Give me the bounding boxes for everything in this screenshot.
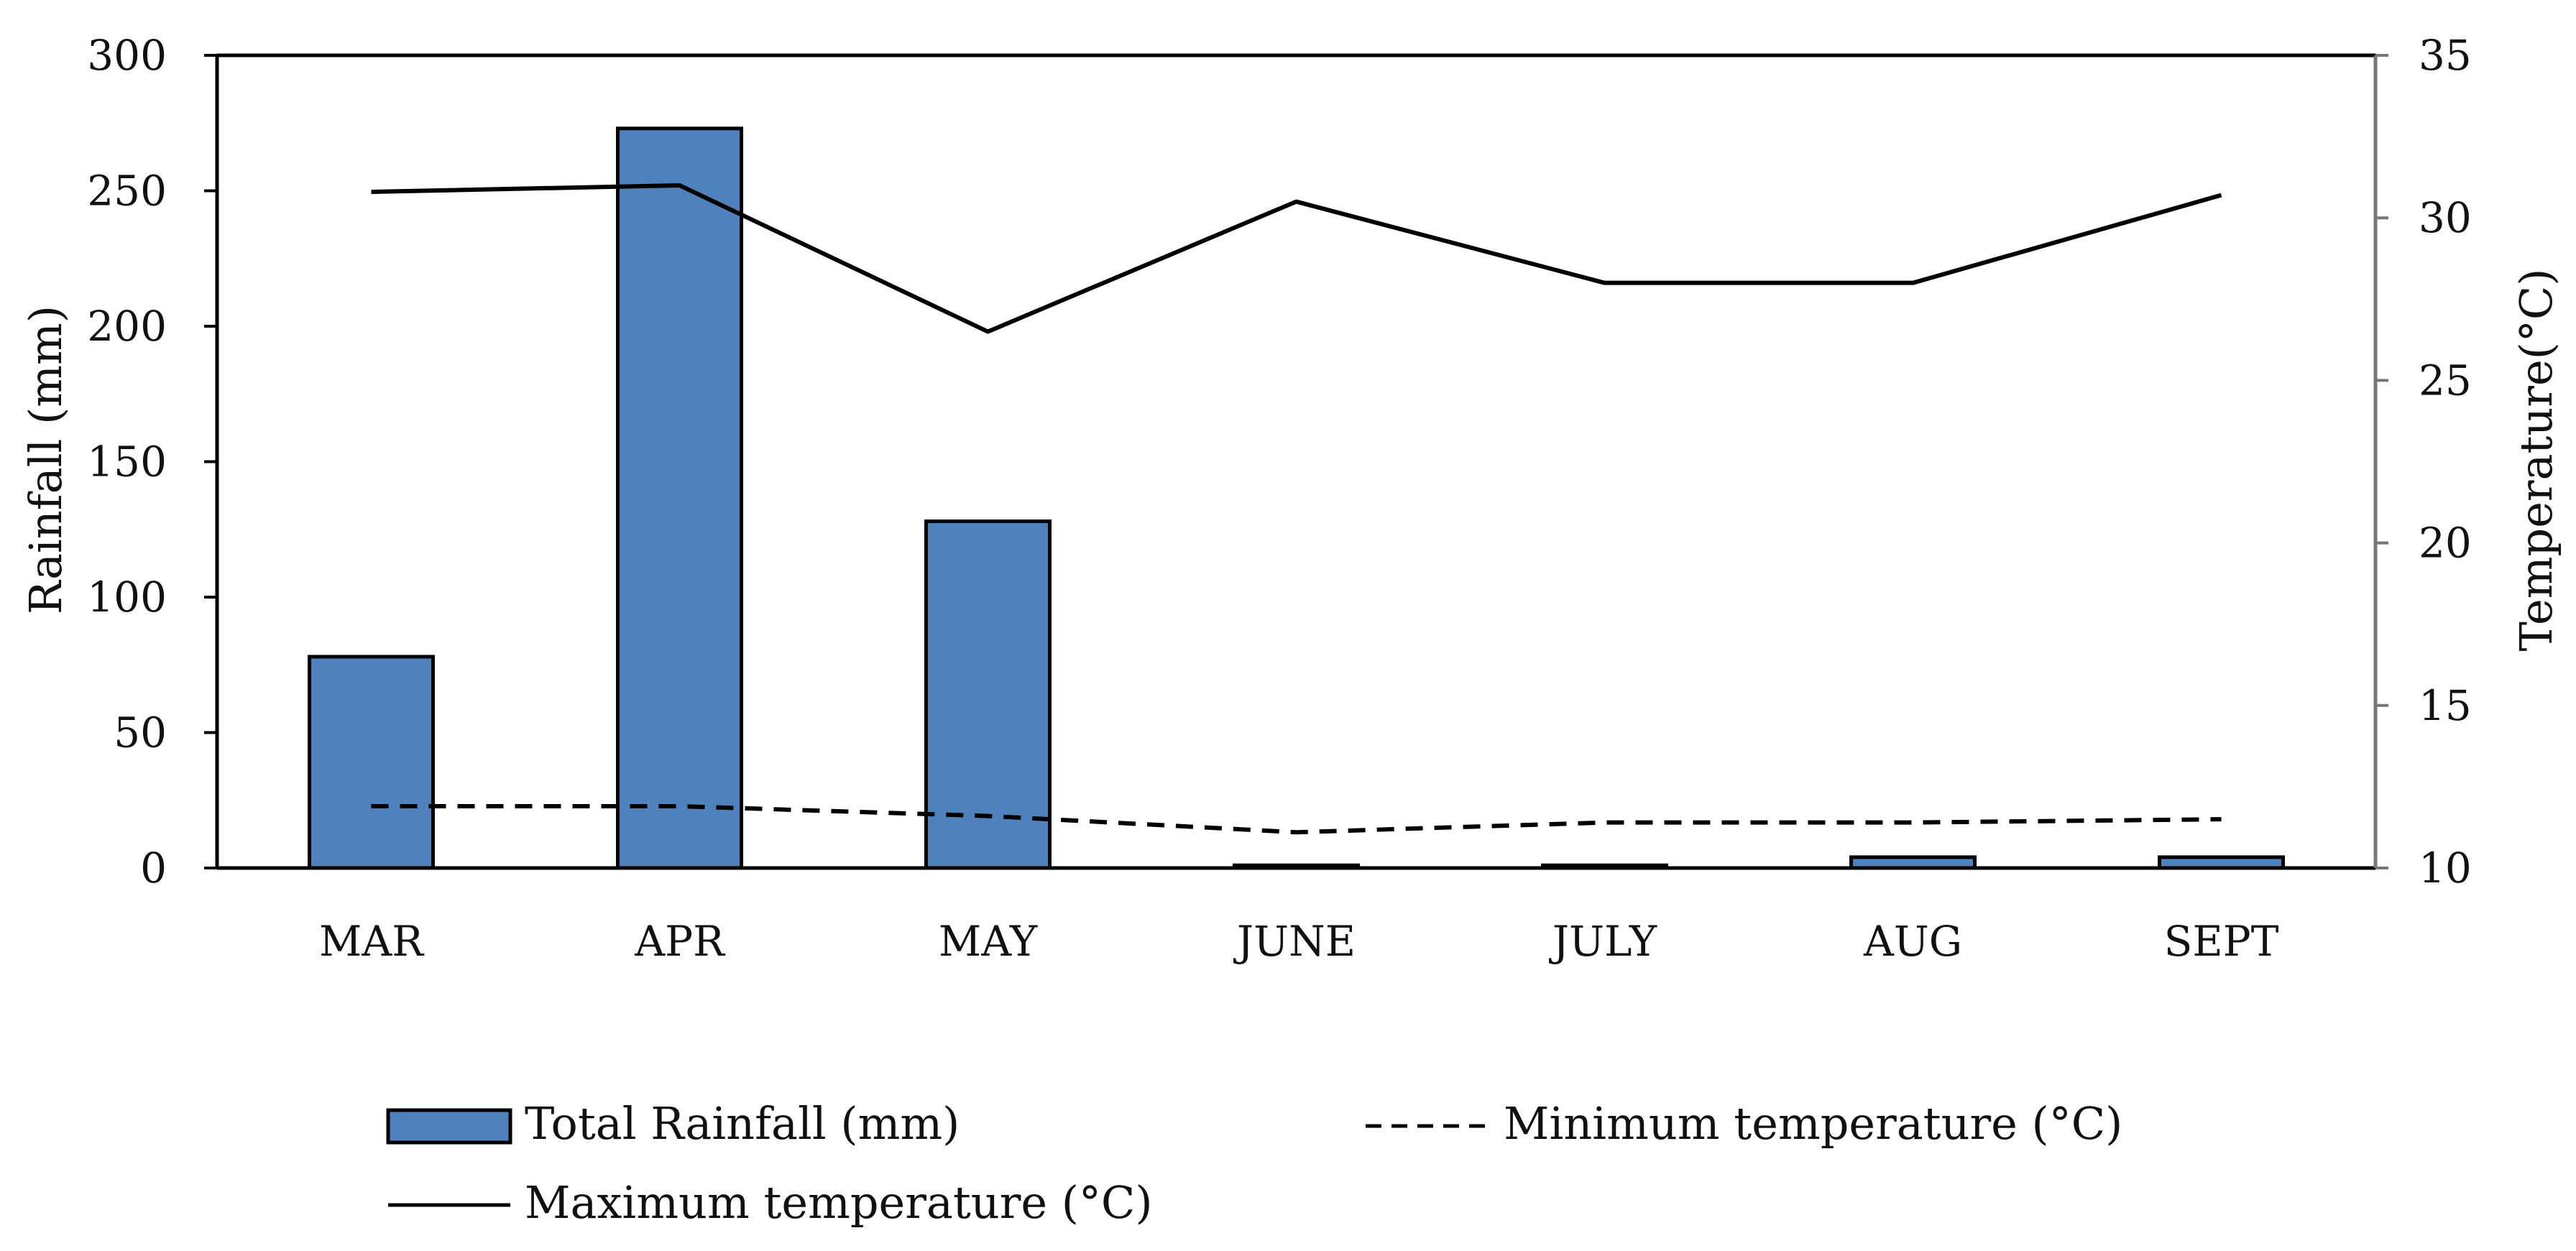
right-tick-label-35: 35 <box>2419 31 2472 80</box>
max-temp-line <box>371 183 2222 334</box>
left-tick-label-200: 200 <box>87 302 167 351</box>
rainfall-bar-mar <box>308 655 435 870</box>
left-tick-label-100: 100 <box>87 573 167 622</box>
min-temp-line <box>371 804 2222 835</box>
axis-layer: 0 50 100 150 200 250 300 10 15 20 25 30 35 MAR APR MAY J… <box>87 31 2472 966</box>
right-tick-label-10: 10 <box>2419 844 2472 892</box>
left-tick-label-50: 50 <box>114 708 167 757</box>
x-tick-label-aug: AUG <box>1863 917 1962 966</box>
left-tick-label-0: 0 <box>140 844 167 892</box>
x-tick-label-mar: MAR <box>319 917 425 966</box>
x-tick-label-july: JULY <box>1549 917 1657 966</box>
x-tick-label-may: MAY <box>939 917 1038 966</box>
right-tick-label-20: 20 <box>2419 519 2472 568</box>
legend-rainfall-swatch <box>386 1108 512 1145</box>
left-tick-label-150: 150 <box>87 438 167 486</box>
rainfall-bar-apr <box>616 126 743 870</box>
x-tick-label-apr: APR <box>634 917 726 966</box>
right-axis-title: Temperature(°C) <box>2510 269 2562 652</box>
x-tick-label-june: JUNE <box>1233 917 1356 966</box>
x-tick-label-sept: SEPT <box>2164 917 2279 966</box>
legend-min-temp-label: Minimum temperature (°C) <box>1504 1097 2122 1150</box>
legend: Total Rainfall (mm) Minimum temperature … <box>386 1097 2122 1229</box>
left-tick-label-300: 300 <box>87 31 167 80</box>
left-tick-label-250: 250 <box>87 167 167 216</box>
right-tick-label-25: 25 <box>2419 356 2472 405</box>
legend-rainfall-label: Total Rainfall (mm) <box>525 1097 960 1150</box>
right-tick-label-15: 15 <box>2419 681 2472 730</box>
right-tick-label-30: 30 <box>2419 193 2472 242</box>
plot-layer <box>308 126 2285 870</box>
rainfall-bar-may <box>924 519 1052 870</box>
left-axis-title: Rainfall (mm) <box>19 305 72 614</box>
legend-max-temp-label: Maximum temperature (°C) <box>525 1176 1153 1229</box>
